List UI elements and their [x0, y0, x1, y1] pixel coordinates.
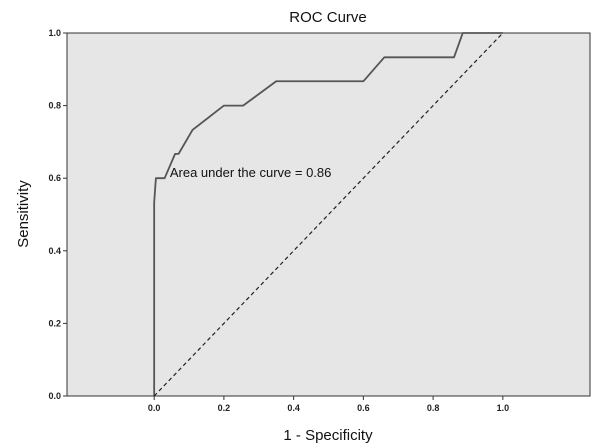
axis-ticks: 0.0 0.2 0.4 0.6 0.8 1.0 0.0 0.2 0.4 0.6 0.8 1.0 — [48, 28, 509, 413]
chart-title: ROC Curve — [289, 9, 367, 26]
y-tick-label: 0.0 — [48, 391, 61, 401]
x-tick-label: 0.4 — [287, 403, 300, 413]
y-tick-label: 0.2 — [48, 318, 61, 328]
y-tick-label: 0.8 — [48, 101, 61, 111]
plot-area — [66, 32, 591, 397]
x-tick-label: 0.2 — [218, 403, 231, 413]
y-tick-label: 0.4 — [48, 246, 61, 256]
series-layer — [153, 32, 504, 397]
roc-curve-line — [153, 32, 503, 396]
x-tick-label: 1.0 — [497, 403, 510, 413]
x-axis-title: 1 - Specificity — [283, 427, 373, 444]
x-tick-label: 0.6 — [357, 403, 370, 413]
y-tick-label: 0.6 — [48, 173, 61, 183]
auc-annotation: Area under the curve = 0.86 — [170, 165, 332, 180]
y-tick-label: 1.0 — [48, 28, 61, 38]
y-axis-title: Sensitivity — [15, 180, 32, 248]
x-tick-label: 0.8 — [427, 403, 440, 413]
x-tick-label: 0.0 — [148, 403, 161, 413]
